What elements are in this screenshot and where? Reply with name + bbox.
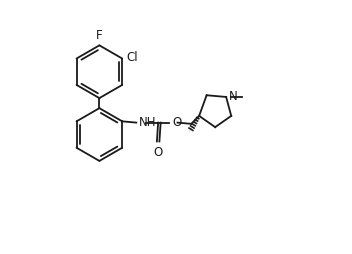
Text: F: F bbox=[96, 29, 103, 42]
Text: NH: NH bbox=[139, 116, 157, 129]
Text: O: O bbox=[172, 116, 181, 129]
Text: Cl: Cl bbox=[127, 51, 138, 64]
Text: O: O bbox=[153, 146, 162, 159]
Text: N: N bbox=[229, 90, 237, 103]
